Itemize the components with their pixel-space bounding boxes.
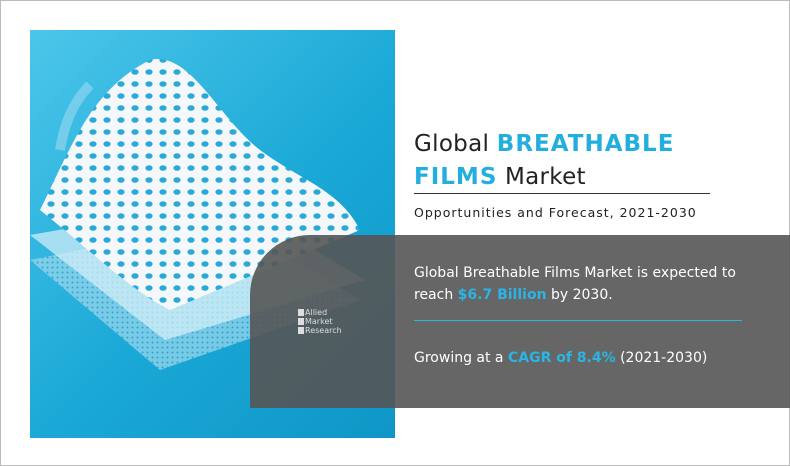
stats-divider bbox=[414, 320, 742, 321]
cagr-stat: Growing at a CAGR of 8.4% (2021-2030) bbox=[414, 350, 708, 366]
stats-box bbox=[250, 235, 790, 408]
title-suffix: Market bbox=[505, 164, 586, 190]
page-title: Global BREATHABLE FILMS Market bbox=[414, 128, 674, 194]
title-divider bbox=[414, 193, 710, 194]
title-highlight-1: BREATHABLE bbox=[496, 131, 675, 157]
allied-market-research-logo: Allied Market Research bbox=[298, 308, 342, 335]
title-prefix: Global bbox=[414, 131, 490, 157]
title-highlight-2: FILMS bbox=[414, 164, 498, 190]
market-size-stat: Global Breathable Films Market is expect… bbox=[414, 265, 736, 303]
subtitle: Opportunities and Forecast, 2021-2030 bbox=[414, 205, 697, 220]
